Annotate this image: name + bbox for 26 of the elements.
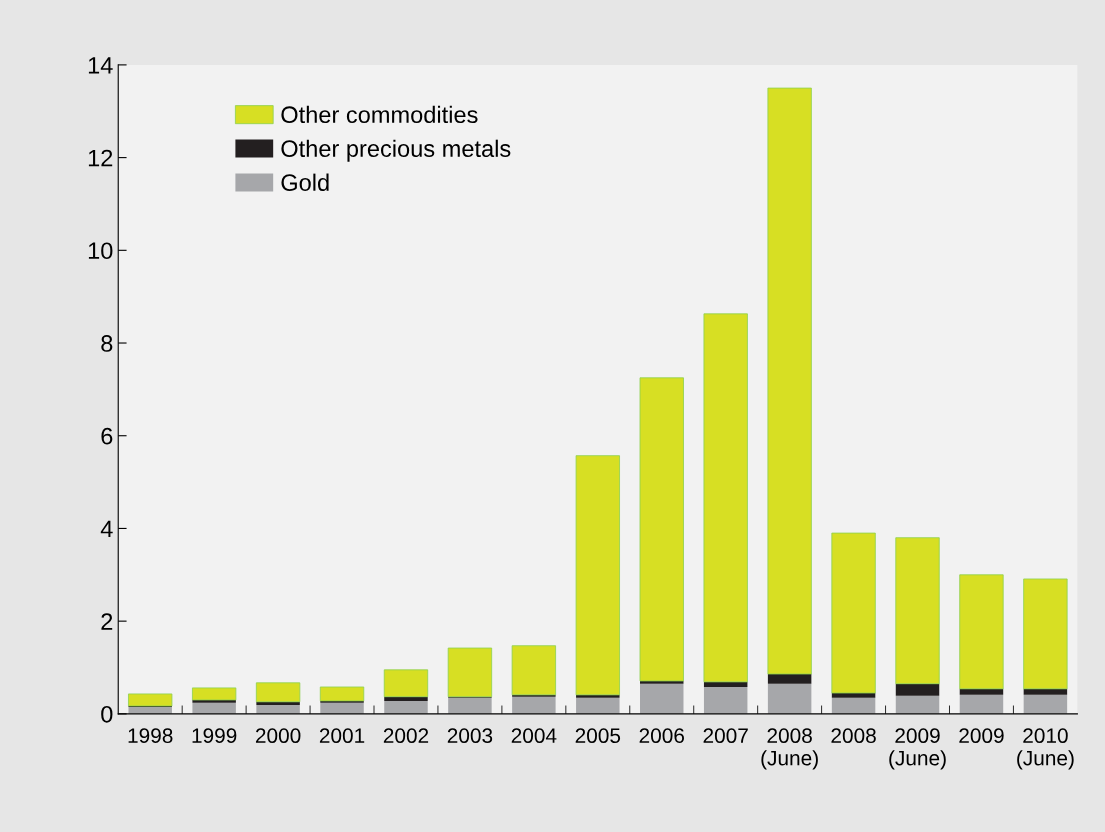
x-tick-label: 2005 <box>575 728 621 744</box>
y-tick-label: 8 <box>101 335 113 352</box>
x-tick-label: 2001 <box>319 728 365 744</box>
x-tick-label: 2002 <box>383 728 429 744</box>
legend-label: Other commodities <box>281 105 478 124</box>
x-tick-label: 2004 <box>511 728 557 744</box>
legend-label: Other precious metals <box>281 139 511 162</box>
y-tick-label: 6 <box>101 427 113 445</box>
x-tick-label: 2008 (June) <box>761 728 818 770</box>
x-tick-label: 1998 <box>128 728 173 744</box>
y-tick-label: 12 <box>88 149 113 167</box>
x-tick-label: 2009 (June) <box>889 728 946 770</box>
legend-label: Gold <box>281 173 329 191</box>
x-tick-label: 2006 <box>639 728 685 744</box>
x-tick-label: 1999 <box>192 728 237 744</box>
y-tick-label: 10 <box>88 242 113 260</box>
x-tick-label: 2008 <box>831 728 876 744</box>
y-tick-label: 4 <box>100 520 113 537</box>
y-tick-label: 2 <box>101 613 113 630</box>
x-tick-label: 2010 (June) <box>1017 728 1074 770</box>
y-tick-label: 0 <box>101 705 113 723</box>
x-tick-label: 2000 <box>255 728 301 744</box>
x-tick-label: 2009 <box>959 728 1004 744</box>
x-tick-label: 2003 <box>447 728 493 744</box>
y-tick-label: 14 <box>88 57 113 74</box>
x-tick-label: 2007 <box>703 728 748 744</box>
